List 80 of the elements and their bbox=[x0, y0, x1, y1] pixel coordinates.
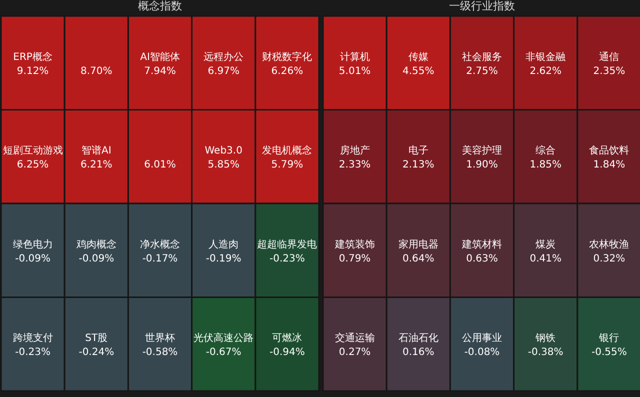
data-label: -0.19% bbox=[206, 253, 242, 264]
data-label: 4.55% bbox=[402, 66, 434, 77]
data-label: 0.27% bbox=[338, 347, 371, 358]
data-label: 2.62% bbox=[530, 66, 562, 77]
data-label: -0.23% bbox=[15, 347, 50, 358]
data-label: 2.35% bbox=[593, 66, 626, 77]
category-label: 食品饮料 bbox=[589, 144, 630, 157]
data-label: 9.12% bbox=[16, 66, 49, 77]
category-label: 美容护理 bbox=[462, 144, 502, 157]
data-label: 7.94% bbox=[144, 66, 176, 77]
category-label: 传媒 bbox=[408, 52, 428, 63]
category-label: 石油石化 bbox=[398, 332, 438, 344]
data-label: 0.63% bbox=[466, 253, 498, 264]
text: 概念指数 bbox=[138, 0, 182, 12]
data-label: 1.84% bbox=[593, 160, 626, 171]
data-label: 6.25% bbox=[16, 160, 49, 171]
data-label: -0.08% bbox=[464, 347, 500, 358]
data-label: 2.33% bbox=[338, 160, 371, 171]
category-label: 远程办公 bbox=[204, 50, 244, 63]
category-label: 人造肉 bbox=[208, 238, 239, 250]
category-label: 净水概念 bbox=[140, 238, 180, 250]
category-label: 综合 bbox=[536, 144, 556, 157]
data-label: 5.85% bbox=[208, 160, 240, 171]
category-label: ST股 bbox=[85, 333, 108, 344]
data-label: 2.13% bbox=[402, 160, 434, 171]
category-label: 智谱AI bbox=[82, 144, 112, 157]
data-label: 1.85% bbox=[530, 160, 562, 171]
category-label: 建筑材料 bbox=[461, 238, 502, 250]
data-label: 6.21% bbox=[80, 160, 112, 171]
category-label: 非银金融 bbox=[526, 50, 566, 63]
data-label: -0.94% bbox=[270, 347, 305, 358]
category-label: ERP概念 bbox=[13, 50, 52, 63]
category-label: 世界杯 bbox=[145, 332, 175, 344]
category-label: 公用事业 bbox=[462, 332, 502, 344]
data-label: 0.41% bbox=[530, 253, 562, 264]
data-label: -0.17% bbox=[142, 253, 178, 264]
category-label: 家用电器 bbox=[398, 238, 438, 250]
data-label: 0.64% bbox=[402, 253, 434, 264]
data-label: 6.01% bbox=[144, 160, 176, 171]
data-label: -0.67% bbox=[206, 347, 242, 358]
category-label: 建筑装饰 bbox=[334, 238, 375, 250]
category-label: 煤炭 bbox=[536, 238, 556, 250]
data-label: 5.79% bbox=[271, 160, 304, 171]
data-label: -0.24% bbox=[78, 347, 114, 358]
category-label: 银行 bbox=[598, 333, 620, 344]
data-label: -0.55% bbox=[592, 347, 627, 358]
data-label: 2.75% bbox=[466, 66, 498, 77]
category-label: 社会服务 bbox=[462, 50, 502, 63]
data-label: -0.09% bbox=[15, 253, 50, 264]
data-label: 8.70% bbox=[80, 66, 112, 77]
category-label: 可燃冰 bbox=[272, 332, 302, 344]
data-label: -0.09% bbox=[78, 253, 114, 264]
category-label: Web3.0 bbox=[204, 146, 242, 157]
category-label: 计算机 bbox=[340, 50, 370, 63]
category-label: AI智能体 bbox=[140, 50, 180, 63]
category-label: 电子 bbox=[408, 144, 428, 157]
category-label: 短剧互动游戏 bbox=[2, 144, 63, 157]
category-label: 通信 bbox=[599, 50, 620, 63]
data-label: 0.16% bbox=[402, 347, 434, 358]
category-label: 交通运输 bbox=[334, 332, 375, 344]
category-label: 超超临界发电 bbox=[257, 238, 318, 250]
data-label: 1.90% bbox=[466, 160, 498, 171]
data-label: 0.32% bbox=[593, 253, 626, 264]
data-label: 6.97% bbox=[208, 66, 240, 77]
data-label: 5.01% bbox=[338, 66, 371, 77]
category-label: 财税数字化 bbox=[262, 50, 312, 63]
data-label: -0.23% bbox=[270, 253, 305, 264]
text: 一级行业指数 bbox=[449, 0, 515, 12]
category-label: 钢铁 bbox=[534, 332, 556, 344]
category-label: 绿色电力 bbox=[12, 238, 53, 250]
category-label: 鸡肉概念 bbox=[75, 238, 116, 250]
category-label: 光伏高速公路 bbox=[194, 332, 254, 344]
data-label: 0.79% bbox=[338, 253, 371, 264]
category-label: 房地产 bbox=[340, 144, 370, 157]
data-label: -0.58% bbox=[142, 347, 178, 358]
category-label: 发电机概念 bbox=[262, 144, 312, 157]
category-label: 农林牧渔 bbox=[589, 238, 630, 250]
data-label: 6.26% bbox=[271, 66, 304, 77]
category-label: 跨境支付 bbox=[12, 332, 53, 344]
data-label: -0.38% bbox=[528, 347, 564, 358]
